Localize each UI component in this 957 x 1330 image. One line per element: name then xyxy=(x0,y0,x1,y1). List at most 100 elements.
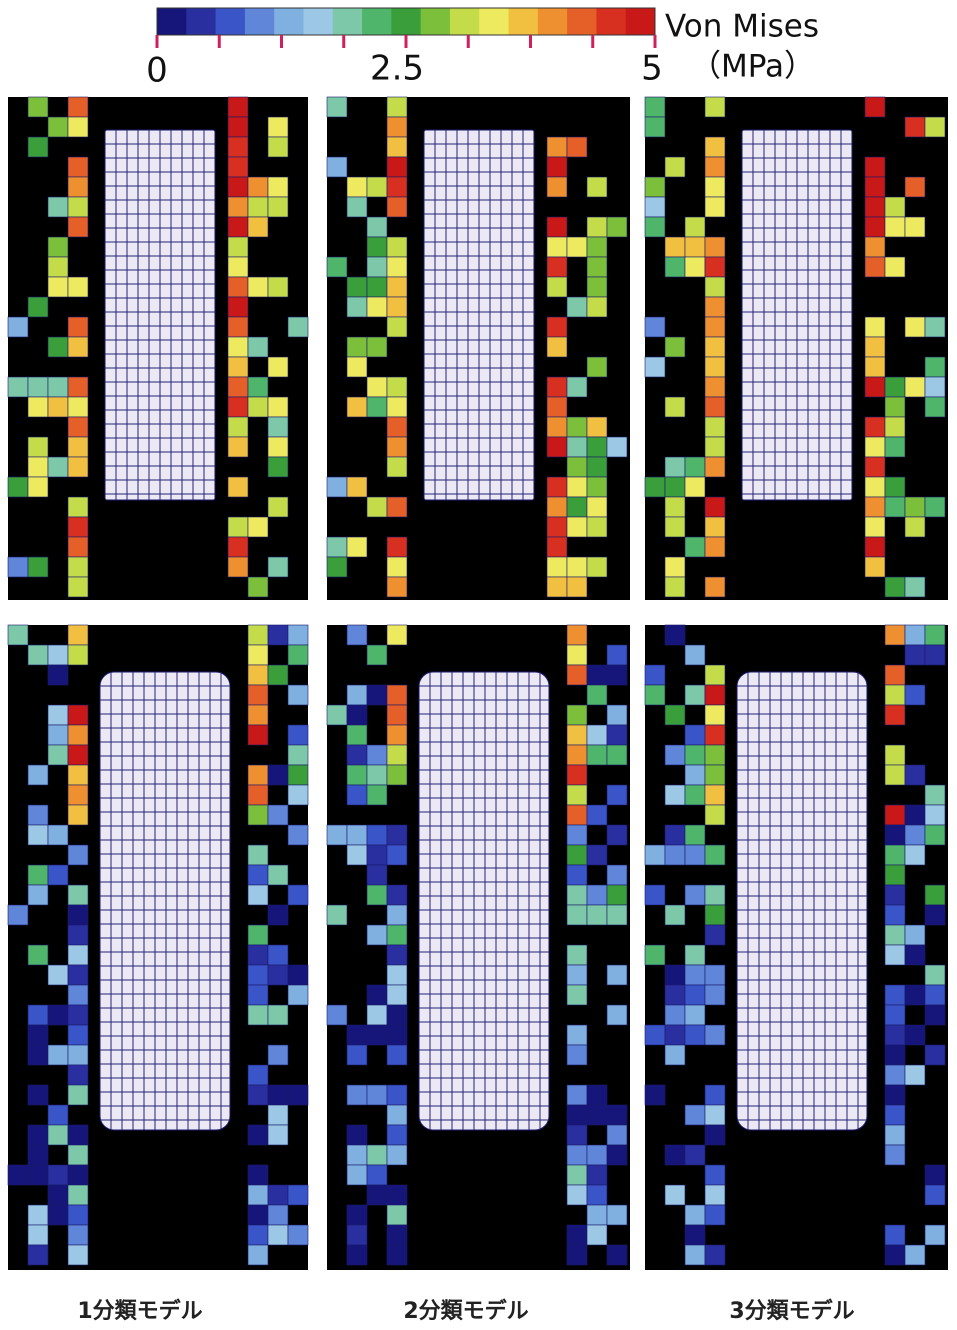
stress-patch xyxy=(367,925,387,945)
stress-patch xyxy=(347,477,367,497)
stress-patch xyxy=(905,825,925,845)
stress-patch xyxy=(705,317,725,337)
stress-patch xyxy=(925,497,945,517)
stress-patch xyxy=(367,277,387,297)
stress-patch xyxy=(705,357,725,377)
stress-patch xyxy=(268,357,288,377)
stress-patch xyxy=(665,397,685,417)
stress-patch xyxy=(288,765,308,785)
colorbar-label: 0 xyxy=(146,51,168,91)
stress-patch xyxy=(228,237,248,257)
stress-patch xyxy=(387,257,407,277)
stress-patch xyxy=(685,885,705,905)
stress-patch xyxy=(567,825,587,845)
stress-patch xyxy=(905,765,925,785)
colorbar-label: 2.5 xyxy=(370,49,424,89)
stress-patch xyxy=(387,137,407,157)
colorbar-step xyxy=(216,8,246,35)
stress-patch xyxy=(367,765,387,785)
stress-patch xyxy=(68,557,88,577)
stress-patch xyxy=(248,217,268,237)
stress-patch xyxy=(865,197,885,217)
stress-patch xyxy=(28,1245,48,1265)
stress-patch xyxy=(8,625,28,645)
stress-patch xyxy=(68,925,88,945)
stress-patch xyxy=(367,1025,387,1045)
stress-patch xyxy=(645,217,665,237)
stress-patch xyxy=(28,765,48,785)
stress-patch xyxy=(925,1185,945,1205)
stress-patch xyxy=(685,1005,705,1025)
stress-patch xyxy=(48,457,68,477)
stress-patch xyxy=(268,945,288,965)
stress-patch xyxy=(48,1005,68,1025)
stress-patch xyxy=(865,317,885,337)
stress-patch xyxy=(288,1225,308,1245)
stress-patch xyxy=(925,377,945,397)
stress-patch xyxy=(567,885,587,905)
stress-patch xyxy=(268,765,288,785)
stress-patch xyxy=(665,517,685,537)
stress-patch xyxy=(248,377,268,397)
stress-patch xyxy=(885,985,905,1005)
stress-patch xyxy=(665,1185,685,1205)
stress-patch xyxy=(68,965,88,985)
stress-patch xyxy=(387,845,407,865)
stress-patch xyxy=(705,417,725,437)
stress-patch xyxy=(268,1185,288,1205)
stress-patch xyxy=(607,725,627,745)
stress-patch xyxy=(705,885,725,905)
stress-patch xyxy=(587,237,607,257)
stress-patch xyxy=(665,497,685,517)
stress-patch xyxy=(705,1245,725,1265)
stress-patch xyxy=(885,1245,905,1265)
stress-patch xyxy=(665,625,685,645)
stress-patch xyxy=(607,885,627,905)
stress-patch xyxy=(288,825,308,845)
stress-patch xyxy=(705,965,725,985)
stress-patch xyxy=(268,865,288,885)
stress-patch xyxy=(547,557,567,577)
stress-patch xyxy=(387,537,407,557)
stress-patch xyxy=(607,905,627,925)
stress-patch xyxy=(685,237,705,257)
stress-patch xyxy=(387,825,407,845)
stress-patch xyxy=(645,177,665,197)
stress-patch xyxy=(567,1045,587,1065)
stress-patch xyxy=(885,745,905,765)
stress-patch xyxy=(567,905,587,925)
stress-patch xyxy=(248,1125,268,1145)
stress-patch xyxy=(48,117,68,137)
stress-patch xyxy=(587,357,607,377)
stress-patch xyxy=(905,577,925,597)
stress-patch xyxy=(567,765,587,785)
stress-patch xyxy=(665,577,685,597)
stress-patch xyxy=(28,1005,48,1025)
colorbar-step xyxy=(391,8,421,35)
colorbar-step xyxy=(596,8,626,35)
stress-patch xyxy=(905,117,925,137)
stress-patch xyxy=(228,257,248,277)
stress-patch xyxy=(705,517,725,537)
colorbar-step xyxy=(186,8,216,35)
stress-patch xyxy=(347,705,367,725)
stress-patch xyxy=(68,1065,88,1085)
stress-patch xyxy=(28,1145,48,1165)
stress-patch xyxy=(665,845,685,865)
stress-patch xyxy=(905,645,925,665)
stress-patch xyxy=(28,1165,48,1185)
stress-patch xyxy=(387,237,407,257)
stress-patch xyxy=(567,577,587,597)
stress-patch xyxy=(705,725,725,745)
stress-patch xyxy=(347,277,367,297)
stress-patch xyxy=(387,377,407,397)
stress-patch xyxy=(68,437,88,457)
stress-patch xyxy=(387,177,407,197)
stress-patch xyxy=(68,1145,88,1165)
stress-patch xyxy=(387,765,407,785)
stress-patch xyxy=(547,377,567,397)
stress-patch xyxy=(567,437,587,457)
stress-patch xyxy=(905,217,925,237)
stress-patch xyxy=(925,985,945,1005)
stress-patch xyxy=(685,845,705,865)
